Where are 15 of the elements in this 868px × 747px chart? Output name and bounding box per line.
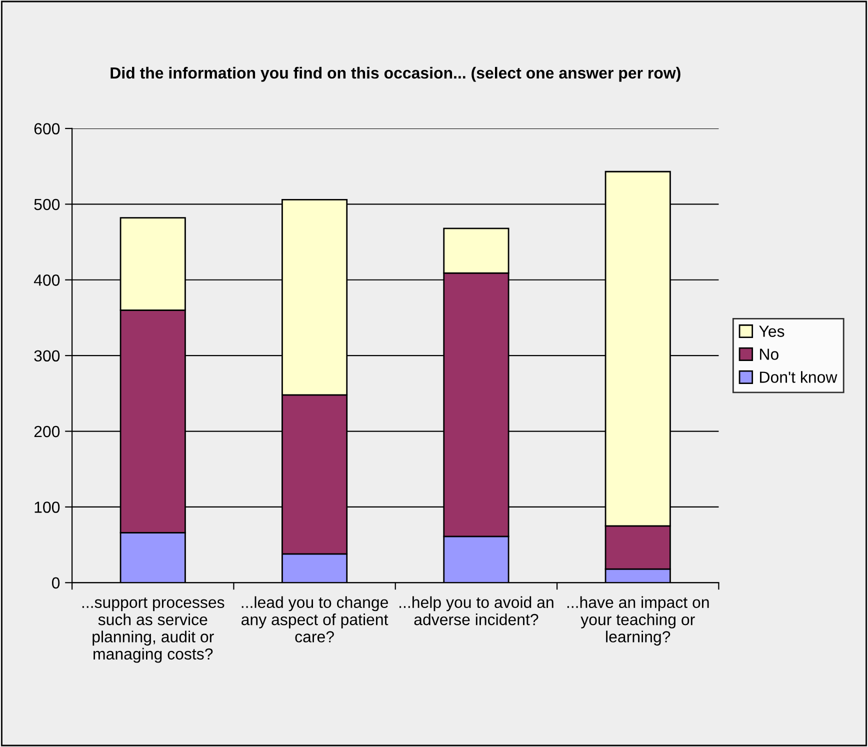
- x-tick-label: ...support processes such as service planning, audit or managing costs?: [82, 598, 224, 663]
- y-tick-label: 200: [34, 426, 60, 438]
- legend-label: Don't know: [760, 371, 838, 383]
- chart-title: Did the information you find on this occasion... (select one answer per row): [110, 66, 680, 82]
- y-tick-label: 100: [34, 502, 60, 513]
- y-tick-label: 600: [34, 123, 60, 134]
- x-tick-label: ...help you to avoid an adverse incident?: [400, 596, 554, 626]
- legend-label: No: [760, 348, 778, 360]
- y-tick-label: 0: [52, 577, 60, 589]
- x-tick-label: ...have an impact on your teaching or learning?: [567, 596, 709, 646]
- y-tick-label: 500: [34, 198, 60, 210]
- legend-label: Yes: [759, 326, 784, 337]
- y-tick-label: 400: [34, 274, 60, 286]
- x-tick-label: ...lead you to change any aspect of patient care?: [242, 596, 388, 642]
- y-tick-label: 300: [34, 350, 60, 362]
